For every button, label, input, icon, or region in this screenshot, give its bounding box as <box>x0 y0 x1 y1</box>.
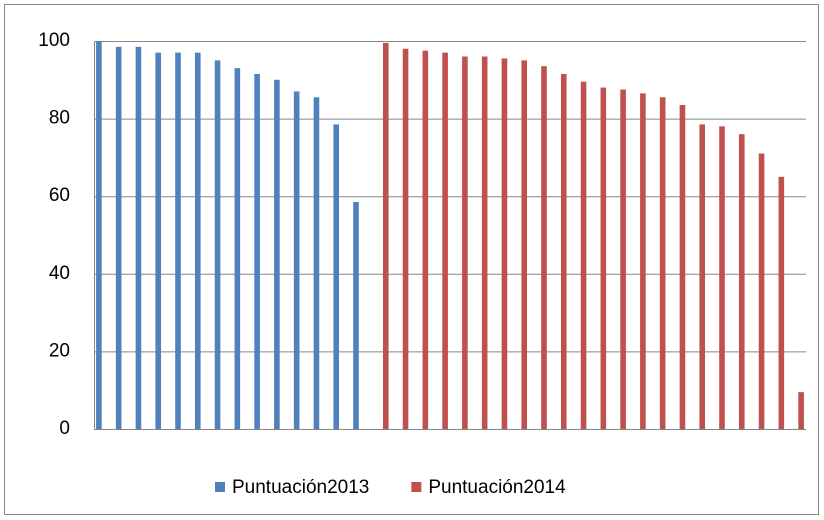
bar <box>442 52 448 429</box>
bar <box>214 60 221 430</box>
bar <box>462 56 468 430</box>
bar <box>333 124 340 430</box>
bar <box>422 50 429 429</box>
bar <box>719 126 725 430</box>
bar <box>679 105 686 430</box>
bar <box>293 91 300 429</box>
bar <box>580 81 587 430</box>
bar <box>313 97 320 429</box>
chart-border <box>4 4 819 515</box>
bar <box>541 66 547 429</box>
bar <box>155 52 162 429</box>
bar <box>758 153 765 429</box>
legend-swatch <box>215 482 225 492</box>
bar <box>620 89 626 429</box>
legend-label: Puntuación2014 <box>428 477 566 498</box>
bar <box>659 97 666 429</box>
bar <box>738 134 745 429</box>
bar <box>234 68 241 429</box>
legend-label: Puntuación2013 <box>232 477 369 498</box>
bar <box>699 124 706 430</box>
bar <box>274 79 280 430</box>
y-tick-label: 60 <box>49 185 70 206</box>
bar <box>640 93 646 429</box>
bar <box>175 52 181 429</box>
y-tick-label: 40 <box>49 263 70 284</box>
bar <box>353 202 359 429</box>
bar <box>521 60 528 430</box>
bar <box>600 87 607 429</box>
bar <box>194 52 201 429</box>
y-tick-label: 100 <box>38 30 70 51</box>
y-tick-label: 80 <box>49 108 70 129</box>
bar <box>560 73 567 429</box>
y-tick-label: 20 <box>49 340 70 361</box>
bar <box>501 58 508 430</box>
y-tick-label: 0 <box>59 418 70 439</box>
bar <box>254 73 260 429</box>
bar <box>382 42 389 429</box>
bar <box>115 46 122 429</box>
bar <box>778 176 785 429</box>
bar <box>481 56 488 430</box>
legend-swatch <box>411 482 422 492</box>
bar <box>798 392 804 429</box>
bar <box>135 46 142 429</box>
bar <box>96 41 102 429</box>
bar <box>402 48 409 429</box>
